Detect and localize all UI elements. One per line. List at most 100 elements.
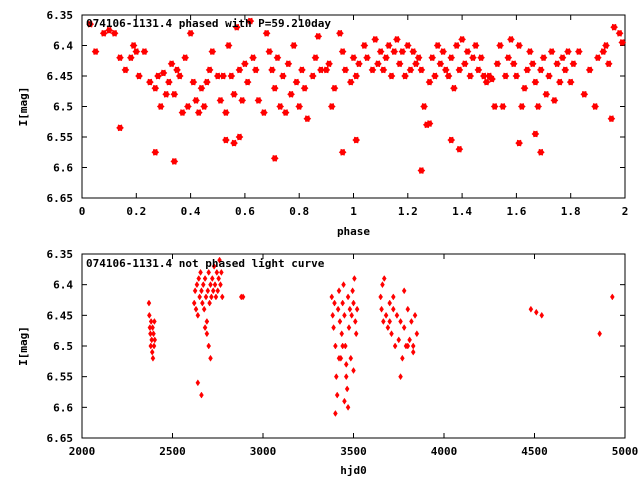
data-point	[585, 66, 594, 74]
data-point	[203, 293, 209, 301]
data-point	[528, 60, 537, 68]
data-point	[150, 354, 156, 362]
data-point	[287, 90, 295, 98]
data-point	[477, 54, 485, 62]
data-point	[469, 54, 477, 62]
data-point	[192, 287, 198, 295]
data-point	[217, 256, 222, 264]
data-point	[382, 54, 390, 62]
data-point	[149, 336, 154, 344]
data-point	[194, 281, 200, 289]
x-tick-label: 3000	[250, 445, 277, 458]
data-point	[531, 78, 540, 86]
data-point	[215, 287, 221, 295]
data-point	[390, 48, 399, 55]
y-tick-label: 6.5	[53, 340, 73, 353]
data-point	[406, 66, 415, 74]
x-tick-label: 0	[79, 205, 86, 218]
data-point	[337, 318, 343, 325]
data-point	[159, 69, 168, 77]
data-point	[175, 72, 184, 80]
data-point	[151, 148, 160, 156]
data-point	[203, 78, 211, 86]
data-point	[553, 60, 561, 68]
data-point	[91, 48, 100, 55]
data-point	[186, 29, 195, 37]
data-point	[517, 103, 526, 110]
data-point	[151, 84, 160, 92]
y-tick-label: 6.55	[47, 371, 74, 384]
data-point	[230, 139, 238, 147]
data-point	[401, 287, 407, 295]
data-point	[407, 336, 412, 344]
data-point	[348, 354, 354, 362]
data-point	[205, 287, 211, 295]
data-point	[479, 72, 488, 80]
data-point	[191, 299, 197, 307]
data-point	[216, 97, 225, 104]
data-point	[383, 311, 389, 319]
data-point	[195, 311, 201, 319]
y-tick-label: 6.35	[47, 9, 74, 22]
data-point	[398, 48, 407, 55]
data-point	[349, 311, 354, 319]
data-point	[539, 311, 545, 319]
data-point	[455, 66, 464, 74]
plot-title: 074106-1131.4 not phased light curve	[86, 257, 325, 270]
data-point	[414, 54, 423, 62]
data-point	[110, 29, 119, 37]
data-point	[395, 60, 404, 68]
x-axis-title: hjd0	[340, 464, 367, 477]
data-point	[349, 54, 358, 62]
data-point	[251, 66, 260, 74]
data-point	[336, 29, 344, 37]
data-point	[389, 330, 394, 338]
data-series	[86, 17, 627, 174]
y-tick-label: 6.5	[53, 101, 73, 114]
data-point	[303, 115, 312, 123]
data-point	[420, 103, 428, 110]
data-point	[86, 20, 94, 28]
data-point	[618, 39, 627, 46]
x-tick-label: 1.6	[506, 205, 526, 218]
data-point	[148, 318, 154, 325]
data-point	[165, 78, 173, 86]
data-point	[213, 72, 222, 80]
data-point	[127, 54, 135, 62]
data-point	[148, 330, 153, 338]
data-point	[208, 354, 213, 362]
x-tick-label: 3500	[340, 445, 367, 458]
data-point	[254, 97, 263, 104]
data-point	[156, 103, 165, 110]
data-point	[149, 348, 155, 356]
data-point	[534, 103, 542, 110]
data-point	[351, 367, 356, 374]
data-point	[528, 305, 534, 313]
data-point	[209, 293, 214, 301]
data-point	[394, 311, 400, 319]
y-tick-label: 6.6	[53, 401, 73, 414]
plot-frame	[81, 253, 626, 439]
data-point	[439, 48, 447, 55]
data-point	[334, 391, 340, 399]
data-point	[401, 324, 407, 332]
data-point	[335, 305, 341, 313]
data-point	[340, 342, 345, 350]
data-point	[428, 54, 437, 62]
data-point	[507, 36, 515, 43]
data-point	[409, 48, 418, 55]
y-tick-label: 6.55	[47, 131, 74, 144]
data-point	[374, 60, 382, 68]
data-point	[146, 299, 152, 307]
x-tick-label: 2500	[159, 445, 186, 458]
data-point	[353, 330, 359, 338]
data-point	[99, 29, 108, 37]
data-point	[268, 66, 276, 74]
data-point	[343, 360, 349, 368]
data-point	[417, 167, 426, 174]
data-point	[433, 42, 442, 49]
data-point	[292, 78, 301, 86]
data-point	[384, 42, 393, 49]
data-point	[398, 373, 403, 381]
data-point	[556, 78, 564, 86]
